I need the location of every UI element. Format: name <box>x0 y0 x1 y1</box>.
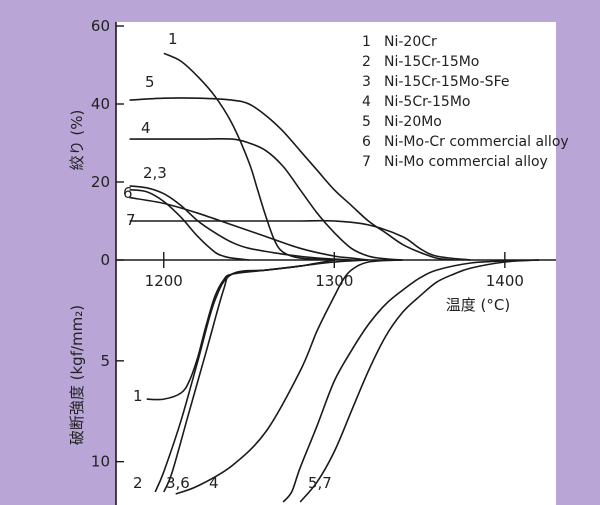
bottom-y-tick-label: 5 <box>100 352 110 370</box>
top-curve-label-1: 1 <box>168 30 178 48</box>
legend-entry: Ni-15Cr-15Mo-SFe <box>384 74 509 90</box>
top-curve-6 <box>129 196 369 261</box>
legend-number: 2 <box>362 54 371 70</box>
plot-background <box>116 22 556 505</box>
top-y-axis-label: 絞り (%) <box>68 110 86 171</box>
legend-entry: Ni-Mo commercial alloy <box>384 154 548 170</box>
bottom-curve-label-3: 3,6 <box>166 474 190 492</box>
bottom-curve-label-4: 4 <box>209 474 219 492</box>
legend-number: 7 <box>362 154 371 170</box>
top-curve-label-2: 2,3 <box>143 164 167 182</box>
top-y-tick-label: 20 <box>91 173 110 191</box>
x-tick-label: 1400 <box>486 272 524 290</box>
bottom-curve-3 <box>163 259 335 493</box>
top-curve-label-6: 6 <box>123 184 133 202</box>
bottom-curve-5 <box>282 259 539 503</box>
legend-entry: Ni-20Cr <box>384 34 437 50</box>
bottom-y-axis-label: 破断強度 (kgf/mm₂) <box>68 305 86 445</box>
legend-entry: Ni-Mo-Cr commercial alloy <box>384 134 569 150</box>
top-curve-2 <box>129 189 250 261</box>
legend-entry: Ni-15Cr-15Mo <box>384 54 479 70</box>
x-tick-label: 1300 <box>315 272 353 290</box>
x-axis-label: 温度 (°C) <box>446 296 510 314</box>
legend-entry: Ni-5Cr-15Mo <box>384 94 470 110</box>
legend-number: 5 <box>362 114 371 130</box>
legend-entry: Ni-20Mo <box>384 114 442 130</box>
top-y-tick-label: 0 <box>100 251 110 269</box>
bottom-curve-label-5: 5,7 <box>308 474 332 492</box>
top-curve-4 <box>129 137 403 261</box>
legend-number: 4 <box>362 94 371 110</box>
top-curve-3 <box>129 185 352 261</box>
top-y-tick-label: 60 <box>91 17 110 35</box>
legend-number: 1 <box>362 34 371 50</box>
top-curve-7 <box>129 219 471 261</box>
top-y-tick-label: 40 <box>91 95 110 113</box>
top-curve-1 <box>163 52 335 261</box>
bottom-curve-7 <box>299 259 539 503</box>
bottom-y-tick-label: 10 <box>91 453 110 471</box>
top-curve-label-5: 5 <box>145 73 155 91</box>
bottom-curve-4 <box>175 259 403 495</box>
bottom-curve-label-1: 1 <box>133 387 143 405</box>
top-curve-5 <box>129 97 454 261</box>
bottom-curve-label-2: 2 <box>133 474 143 492</box>
legend-number: 6 <box>362 134 371 150</box>
legend-number: 3 <box>362 74 371 90</box>
x-tick-label: 1200 <box>145 272 183 290</box>
top-curve-label-7: 7 <box>126 211 136 229</box>
top-curve-label-4: 4 <box>141 119 151 137</box>
